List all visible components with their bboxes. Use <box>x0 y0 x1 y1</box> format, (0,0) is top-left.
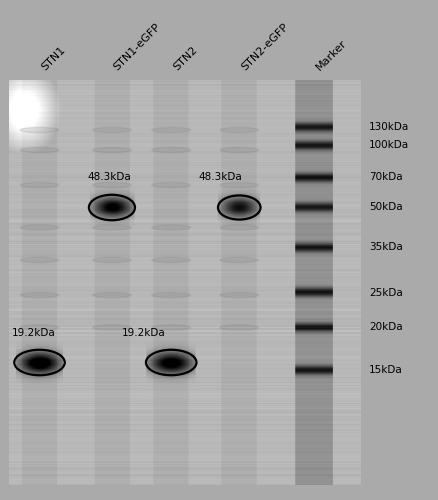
Text: 19.2kDa: 19.2kDa <box>12 328 56 338</box>
Ellipse shape <box>20 292 59 298</box>
Text: 19.2kDa: 19.2kDa <box>122 328 166 338</box>
Ellipse shape <box>152 325 190 330</box>
Text: 25kDa: 25kDa <box>368 288 402 298</box>
Ellipse shape <box>152 182 190 188</box>
Ellipse shape <box>219 225 258 230</box>
Ellipse shape <box>219 325 258 330</box>
Ellipse shape <box>152 148 190 152</box>
Text: STN1-eGFP: STN1-eGFP <box>112 22 162 72</box>
Text: 15kDa: 15kDa <box>368 365 402 375</box>
Ellipse shape <box>20 128 59 132</box>
Ellipse shape <box>219 292 258 298</box>
Ellipse shape <box>20 225 59 230</box>
Ellipse shape <box>152 258 190 262</box>
Ellipse shape <box>152 128 190 132</box>
Ellipse shape <box>219 148 258 152</box>
Text: Marker: Marker <box>313 38 348 72</box>
Ellipse shape <box>20 182 59 188</box>
Ellipse shape <box>152 225 190 230</box>
Ellipse shape <box>20 148 59 152</box>
Ellipse shape <box>92 325 131 330</box>
Text: 48.3kDa: 48.3kDa <box>198 172 242 182</box>
Ellipse shape <box>92 128 131 132</box>
Ellipse shape <box>92 292 131 298</box>
Ellipse shape <box>92 225 131 230</box>
Text: 48.3kDa: 48.3kDa <box>88 172 131 182</box>
Text: 20kDa: 20kDa <box>368 322 402 332</box>
Text: STN2-eGFP: STN2-eGFP <box>239 22 290 72</box>
Text: STN2: STN2 <box>171 44 198 72</box>
Ellipse shape <box>219 182 258 188</box>
Text: STN1: STN1 <box>39 44 67 72</box>
Ellipse shape <box>152 292 190 298</box>
Ellipse shape <box>20 325 59 330</box>
Ellipse shape <box>20 258 59 262</box>
Ellipse shape <box>219 128 258 132</box>
Text: 130kDa: 130kDa <box>368 122 408 132</box>
Ellipse shape <box>92 258 131 262</box>
Ellipse shape <box>219 258 258 262</box>
Ellipse shape <box>92 182 131 188</box>
Ellipse shape <box>92 148 131 152</box>
Text: 70kDa: 70kDa <box>368 172 402 182</box>
Text: 100kDa: 100kDa <box>368 140 408 150</box>
Text: 50kDa: 50kDa <box>368 202 402 212</box>
Text: 35kDa: 35kDa <box>368 242 402 252</box>
